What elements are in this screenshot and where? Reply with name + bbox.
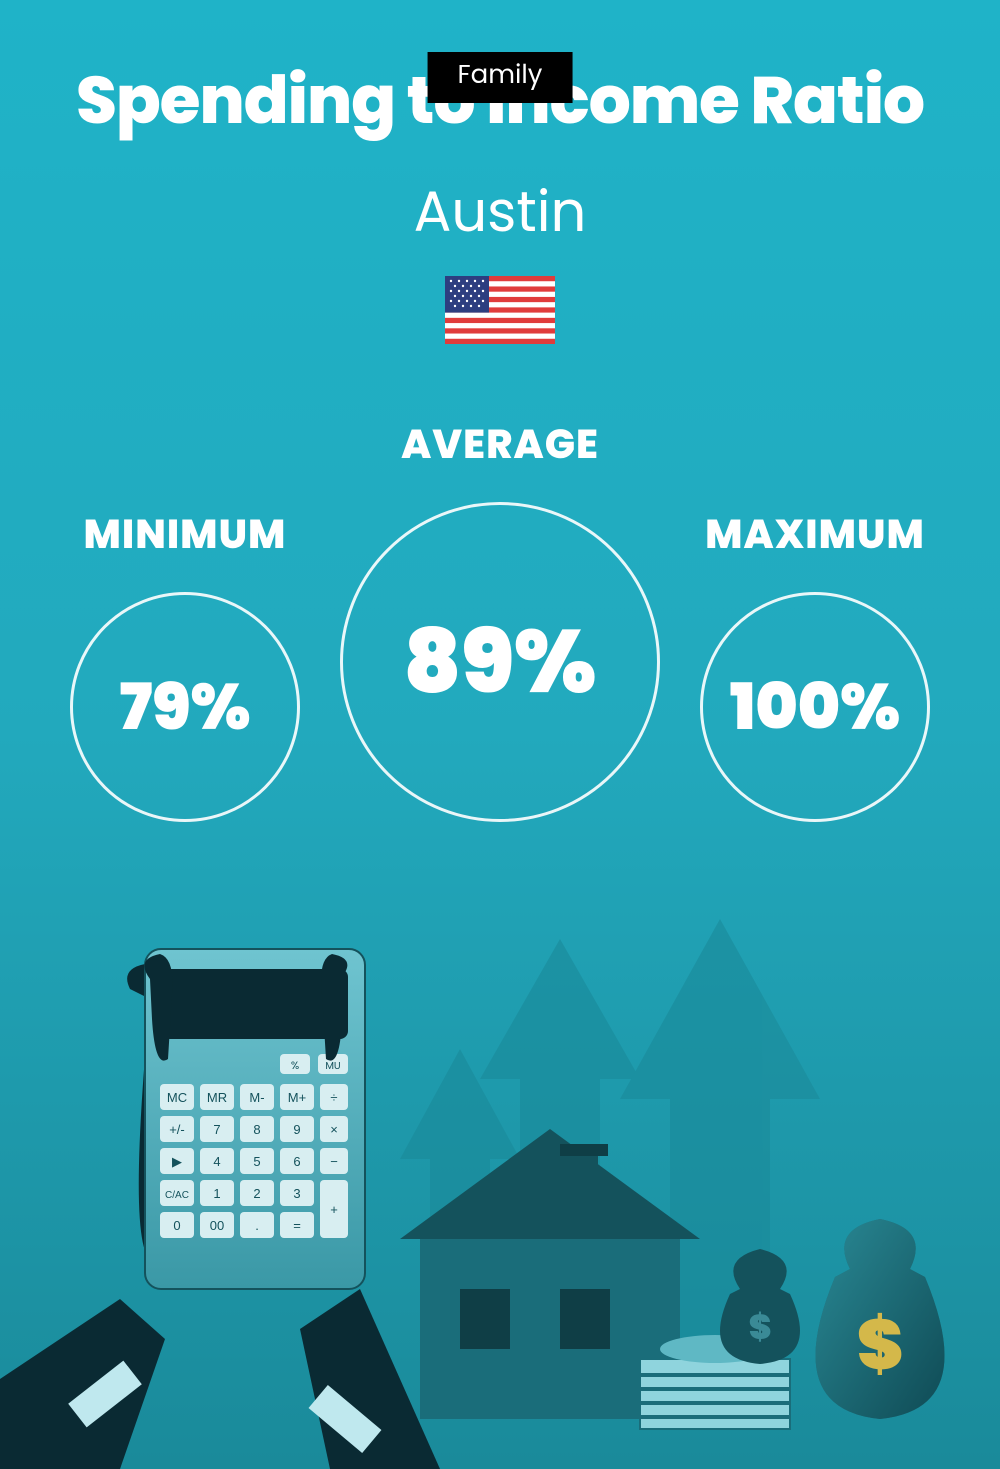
svg-text:7: 7 <box>213 1122 220 1137</box>
svg-text:÷: ÷ <box>330 1090 337 1105</box>
svg-text:2: 2 <box>253 1186 260 1201</box>
svg-text:3: 3 <box>293 1186 300 1201</box>
city-name: Austin <box>0 169 1000 254</box>
category-tag: Family <box>428 52 573 103</box>
stat-average-value: 89% <box>404 596 597 728</box>
stat-average-circle: 89% <box>340 502 660 822</box>
flag-icon <box>445 276 555 344</box>
svg-text:C/AC: C/AC <box>165 1190 189 1201</box>
svg-text:M-: M- <box>249 1090 264 1105</box>
svg-text:.: . <box>255 1218 259 1233</box>
stat-maximum-value: 100% <box>730 660 900 755</box>
svg-text:1: 1 <box>213 1186 220 1201</box>
svg-text:9: 9 <box>293 1122 300 1137</box>
svg-text:M+: M+ <box>288 1090 306 1105</box>
svg-text:%: % <box>291 1057 299 1073</box>
stat-minimum: MINIMUM 79% <box>70 504 300 822</box>
svg-text:$: $ <box>857 1295 904 1394</box>
svg-text:4: 4 <box>213 1154 220 1169</box>
stat-minimum-circle: 79% <box>70 592 300 822</box>
svg-text:6: 6 <box>293 1154 300 1169</box>
svg-text:5: 5 <box>253 1154 260 1169</box>
svg-text:=: = <box>293 1218 301 1233</box>
stat-average-label: AVERAGE <box>401 414 599 474</box>
svg-text:×: × <box>330 1122 338 1137</box>
svg-text:▶: ▶ <box>172 1154 182 1169</box>
svg-text:$: $ <box>749 1303 772 1351</box>
svg-text:MC: MC <box>167 1090 187 1105</box>
svg-text:8: 8 <box>253 1122 260 1137</box>
stat-minimum-value: 79% <box>119 660 250 755</box>
stat-maximum-circle: 100% <box>700 592 930 822</box>
stat-minimum-label: MINIMUM <box>84 504 287 564</box>
svg-text:MU: MU <box>325 1058 340 1073</box>
stats-row: MINIMUM 79% AVERAGE 89% MAXIMUM 100% <box>0 414 1000 822</box>
svg-text:MR: MR <box>207 1090 227 1105</box>
stat-maximum-label: MAXIMUM <box>705 504 925 564</box>
stat-average: AVERAGE 89% <box>340 414 660 822</box>
svg-text:+: + <box>330 1202 338 1217</box>
svg-text:−: − <box>330 1154 338 1169</box>
svg-text:+/-: +/- <box>169 1122 185 1137</box>
finance-illustration: $ $ % MU <box>0 819 1000 1469</box>
svg-text:00: 00 <box>210 1218 224 1233</box>
stat-maximum: MAXIMUM 100% <box>700 504 930 822</box>
svg-text:0: 0 <box>173 1218 180 1233</box>
